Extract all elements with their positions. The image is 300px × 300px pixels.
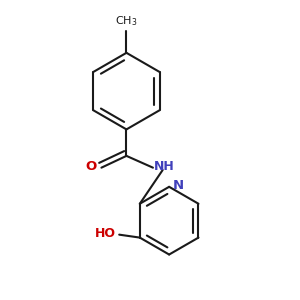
Text: N: N xyxy=(173,179,184,192)
Text: NH: NH xyxy=(154,160,175,173)
Text: O: O xyxy=(86,160,97,173)
Text: HO: HO xyxy=(95,227,116,240)
Text: CH$_3$: CH$_3$ xyxy=(115,14,138,28)
